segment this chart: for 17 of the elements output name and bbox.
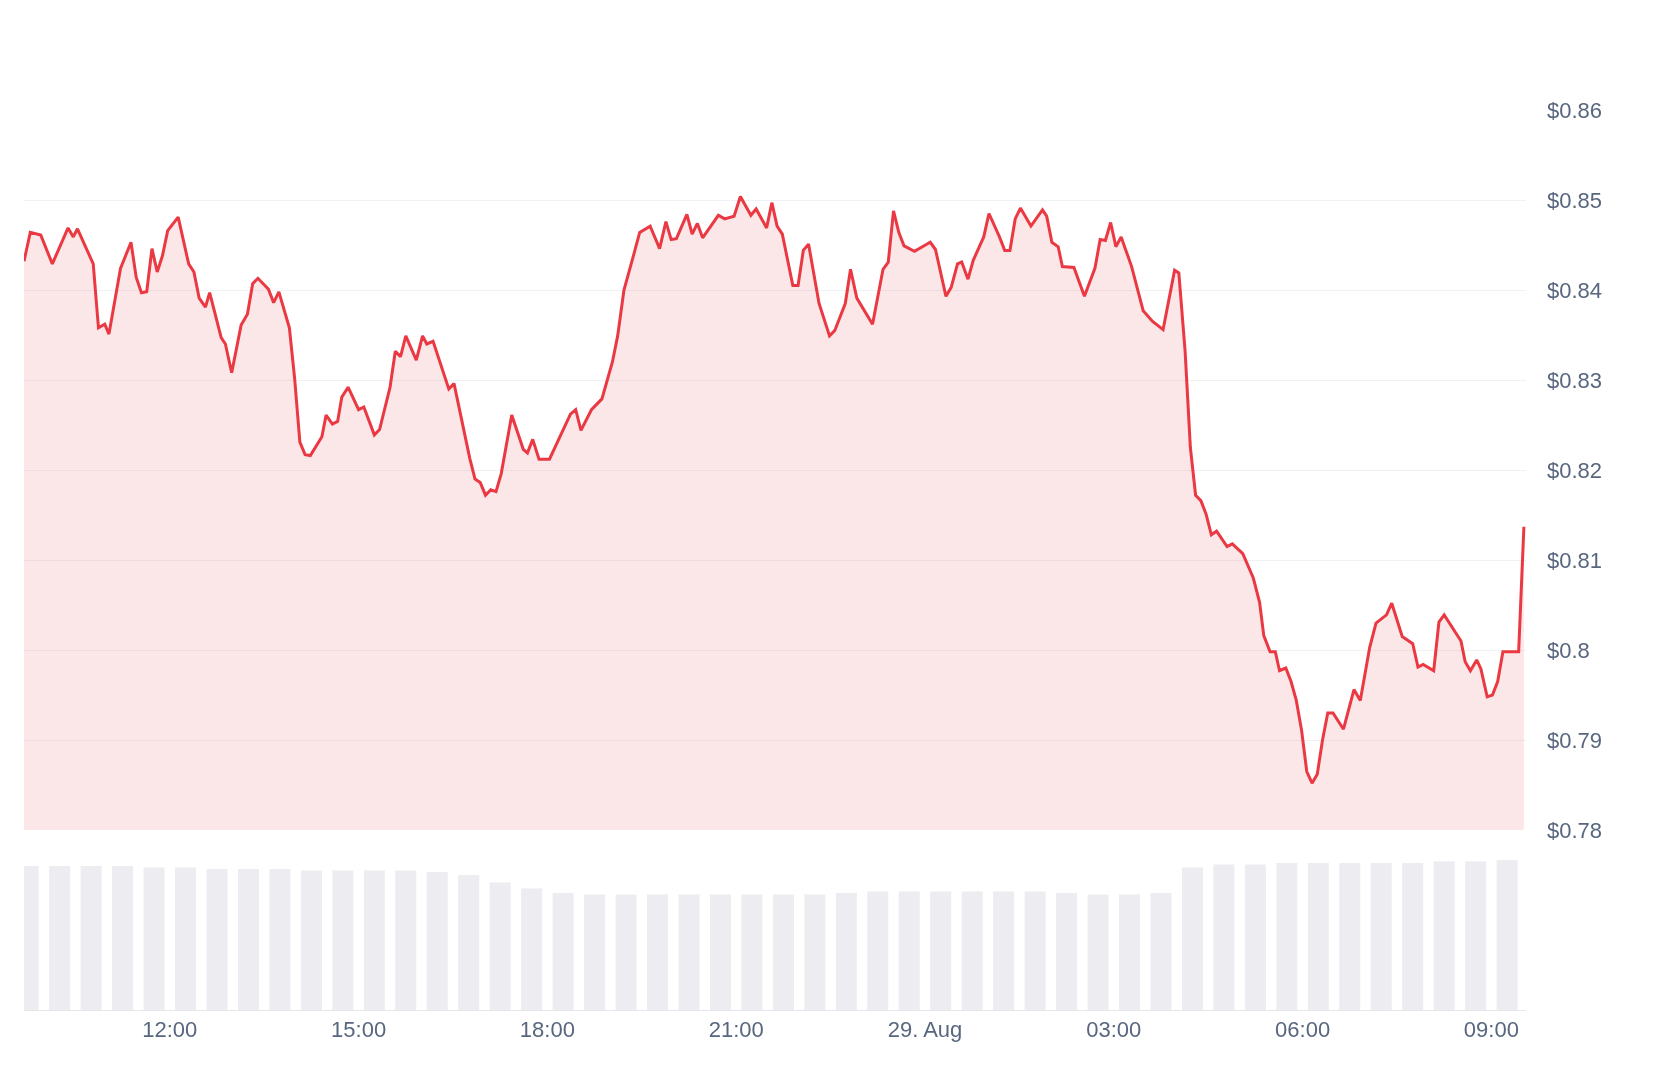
- x-tick-label: 18:00: [519, 1017, 575, 1043]
- y-tick-label: $0.85: [1547, 187, 1603, 213]
- y-tick-label: $0.78: [1547, 817, 1603, 843]
- y-tick-label: $0.82: [1547, 457, 1603, 483]
- x-tick-label: 29. Aug: [887, 1017, 963, 1043]
- x-tick-label: 06:00: [1275, 1017, 1331, 1043]
- x-tick-label: 12:00: [142, 1017, 198, 1043]
- y-tick-label: $0.79: [1547, 727, 1603, 753]
- x-tick-label: 09:00: [1463, 1017, 1519, 1043]
- y-tick-label: $0.81: [1547, 547, 1603, 573]
- y-tick-label: $0.8: [1547, 637, 1590, 663]
- y-tick-label: $0.84: [1547, 277, 1603, 303]
- y-tick-label: $0.83: [1547, 367, 1603, 393]
- y-tick-label: $0.86: [1547, 97, 1603, 123]
- x-tick-label: 15:00: [331, 1017, 387, 1043]
- x-tick-label: 03:00: [1086, 1017, 1142, 1043]
- x-tick-label: 21:00: [708, 1017, 764, 1043]
